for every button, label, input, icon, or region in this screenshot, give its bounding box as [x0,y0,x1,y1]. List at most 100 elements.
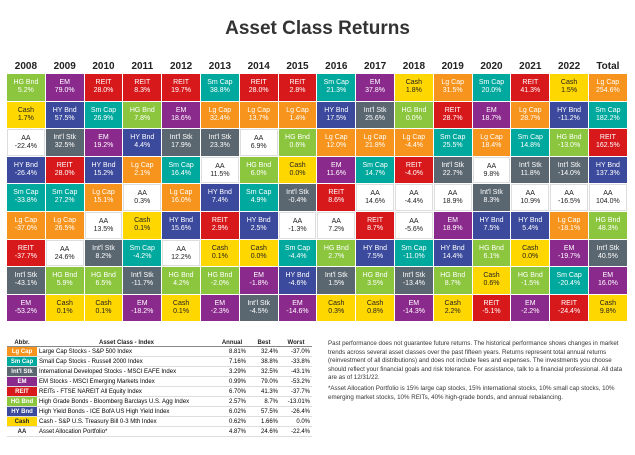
return-cell: Lg Cap -18.1% [550,212,588,239]
return-cell: Lg Cap 26.5% [45,212,84,239]
return-cell: Int'l Stk -4.5% [239,294,278,322]
return-cell: HG Bnd -13.0% [550,129,588,156]
return-cell: HY Bnd 137.3% [589,156,627,184]
cell-value: 21.3% [326,87,347,94]
return-cell: HG Bnd -1.5% [511,267,550,294]
cell-label: Int'l Stk [247,299,271,307]
cell-value: 25.5% [442,142,463,150]
return-cell: Lg Cap 28.7% [511,101,550,129]
cell-label: Lg Cap [557,217,581,224]
cell-value: 2.2% [444,307,461,315]
cell-label: Lg Cap [519,106,542,114]
cell-value: 20.0% [481,87,502,94]
cell-value: 2.8% [289,87,306,94]
legend-header-row: Abbr. Asset Class - Index Annual Best Worst [7,339,312,347]
return-cell: HG Bnd 6.1% [472,239,511,267]
return-cell: HY Bnd 7.5% [472,212,511,239]
legend-row: Lg Cap Large Cap Stocks - S&P 500 Index 8.… [7,346,312,357]
cell-label: HG Bnd [91,272,116,280]
cell-value: -4.4% [404,142,424,150]
return-cell: AA 24.6% [45,239,84,267]
cell-label: Cash [211,244,229,252]
cell-label: Int'l Stk [480,189,503,197]
cell-value: 21.8% [365,142,386,150]
return-cell: Int'l Stk 23.3% [201,129,239,156]
legend-header-cell: Worst [280,339,312,347]
legend-worst: -13.01% [280,396,312,407]
legend-abbr: AA [7,426,37,437]
cell-label: Cash [17,106,35,114]
cell-value: -19.7% [557,252,581,260]
return-cell: Cash 1.5% [550,74,588,101]
cell-value: 12.0% [326,142,347,150]
cell-value: 7.2% [328,226,345,233]
cell-label: Cash [366,299,384,307]
return-cell: REIT 41.3% [511,74,550,101]
cell-label: REIT [367,217,384,224]
cell-value: 40.5% [597,252,618,260]
return-cell: HG Bnd 5.9% [45,267,84,294]
return-cell: REIT 162.5% [589,129,627,156]
return-cell: AA 0.3% [123,184,162,211]
legend-annual: 6.02% [216,406,248,417]
legend-header-cell: Best [248,339,280,347]
cell-value: -2.0% [210,280,230,288]
cell-value: 41.3% [520,87,541,94]
cell-label: HY Bnd [557,106,582,114]
cell-value: -5.6% [404,226,424,233]
return-cell: EM 16.0% [589,267,627,294]
cell-label: Sm Cap [129,244,155,252]
cell-value: 19.2% [93,142,114,150]
cell-value: 2.7% [328,252,345,260]
return-cell: Int'l Stk 40.5% [589,239,627,267]
cell-value: -5.1% [482,307,501,315]
return-cell: AA 11.5% [201,156,239,184]
cell-value: 16.0% [597,280,618,288]
cell-value: -13.0% [557,142,581,150]
cell-value: 18.7% [481,114,502,122]
legend-name: REITs - FTSE NAREIT All Equity Index [37,386,216,397]
return-cell: Sm Cap 14.7% [356,156,394,184]
return-cell: EM 11.6% [317,156,356,184]
return-cell: REIT 8.6% [317,184,356,211]
return-cell: HG Bnd 0.6% [278,129,317,156]
column-header: Total [596,61,620,72]
cell-value: 2.9% [211,225,228,232]
cell-label: HG Bnd [285,134,310,142]
legend-header-cell: Asset Class - Index [37,339,216,347]
cell-value: 4.2% [173,280,190,288]
return-cell: HY Bnd -4.6% [278,267,317,294]
cell-label: HY Bnd [363,244,388,252]
return-cell: REIT 2.8% [278,74,317,101]
return-cell: EM -53.2% [7,294,45,322]
cell-label: Cash [328,299,345,307]
legend-abbr: Sm Cap [7,356,37,367]
cell-label: AA [486,162,497,170]
legend-body: Lg Cap Large Cap Stocks - S&P 500 Index 8.… [7,346,312,437]
legend-worst: -22.4% [280,426,312,437]
return-cell: Sm Cap 16.4% [162,156,200,184]
return-cell: Cash 0.0% [511,239,550,267]
column-header: 2011 [131,61,154,72]
cell-value: -53.2% [14,307,37,315]
cell-label: EM [98,134,109,142]
cell-label: HY Bnd [595,161,620,169]
return-cell: Cash 0.3% [317,294,356,322]
return-cell: EM 18.7% [472,101,511,129]
legend-header-cell: Annual [216,339,248,347]
cell-value: 0.3% [328,307,345,315]
cell-value: 0.0% [522,252,539,260]
return-cell: HG Bnd 5.2% [7,74,45,101]
cell-label: Lg Cap [402,134,426,142]
cell-value: 4.9% [250,197,267,205]
return-cell: HY Bnd 5.4% [511,212,550,239]
return-cell: EM 19.2% [84,129,123,156]
legend-row: Int'l Stk International Developed Stocks … [7,366,312,377]
legend-name: Large Cap Stocks - S&P 500 Index [37,346,216,357]
cell-value: 0.1% [56,307,73,315]
column-header: 2012 [169,61,193,72]
return-cell: Lg Cap 12.0% [317,129,356,156]
return-cell: Lg Cap 15.1% [84,184,123,211]
cell-label: REIT [17,244,34,252]
cell-value: 4.4% [134,142,151,150]
